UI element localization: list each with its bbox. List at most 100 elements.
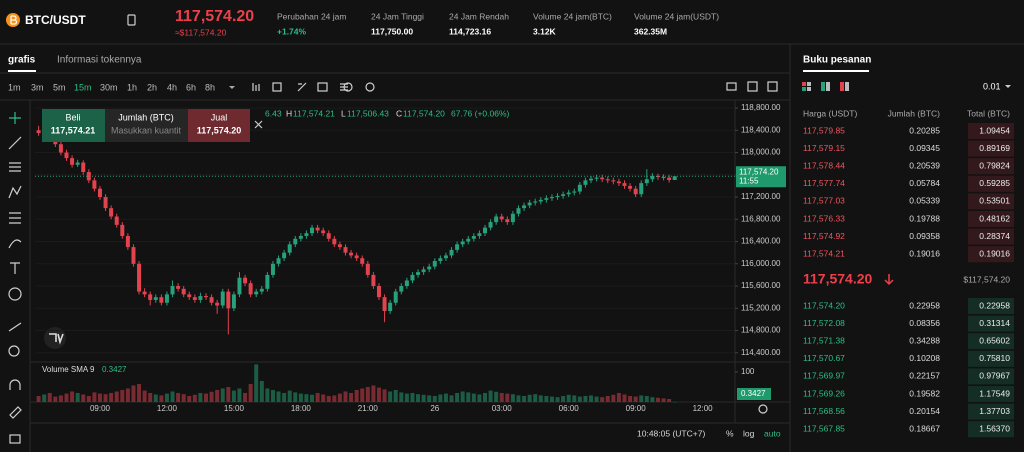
lock-tool[interactable] (9, 434, 21, 444)
crosshair-tool[interactable] (9, 112, 21, 124)
amount: 0.05784 (909, 178, 940, 188)
volume-bar (661, 398, 666, 402)
volume-bar (471, 393, 476, 402)
candle-type-icon[interactable] (252, 83, 260, 91)
total: 0.65602 (979, 335, 1010, 345)
candle-body (527, 202, 532, 206)
price[interactable]: 117,572.08 (803, 318, 845, 328)
close-form[interactable] (254, 120, 263, 129)
auto-toggle[interactable]: auto (764, 428, 781, 438)
view-bids[interactable] (821, 82, 825, 91)
price[interactable]: 117,576.33 (803, 213, 845, 223)
timeframe[interactable]: 1m (8, 82, 21, 92)
price[interactable]: 117,574.20 (803, 300, 845, 310)
tab[interactable]: Informasi tokennya (57, 55, 142, 66)
price[interactable]: 117,574.21 (803, 248, 845, 258)
volume-bar (650, 397, 655, 402)
price[interactable]: 117,577.74 (803, 178, 845, 188)
tab[interactable]: grafis (8, 55, 36, 66)
trendline-tool[interactable] (8, 136, 22, 150)
amount: 0.09358 (909, 231, 940, 241)
candle-body (265, 274, 270, 289)
price[interactable]: 117,569.97 (803, 371, 845, 381)
candle-body (466, 238, 471, 242)
volume-bar (477, 394, 482, 402)
volume-bar (192, 394, 197, 402)
volume-bar (265, 388, 270, 402)
timeframe[interactable]: 15m (74, 82, 92, 92)
zoom-tool[interactable] (8, 345, 20, 357)
tick-size[interactable]: 0.01 (983, 81, 1001, 91)
timeframe[interactable]: 4h (167, 82, 177, 92)
lock-draw-tool[interactable] (9, 406, 22, 419)
y-tick-label: 115,200.00 (741, 303, 781, 312)
favorite-icon[interactable] (127, 14, 136, 26)
volume-bar (628, 395, 633, 402)
timeframe[interactable]: 1h (127, 82, 137, 92)
screenshot-icon[interactable] (365, 82, 375, 92)
ruler-tool[interactable] (8, 322, 22, 332)
price[interactable]: 117,577.03 (803, 196, 845, 206)
price[interactable]: 117,579.15 (803, 143, 845, 153)
timeframe[interactable]: 6h (186, 82, 196, 92)
pattern-tool[interactable] (8, 185, 22, 199)
candle-body (371, 274, 376, 287)
timeframe[interactable]: 2h (147, 82, 157, 92)
symbol[interactable]: BTC/USDT (25, 13, 86, 27)
percent-toggle[interactable]: % (726, 428, 734, 438)
total: 1.09454 (979, 125, 1010, 135)
price[interactable]: 117,568.56 (803, 406, 845, 416)
depth-cell (968, 246, 1014, 263)
candle-body (209, 297, 214, 303)
volume-bar (47, 392, 52, 402)
amount-input[interactable] (105, 109, 188, 142)
price[interactable]: 117,571.38 (803, 335, 845, 345)
last-price-usd: ≈$117,574.20 (175, 27, 227, 37)
amount: 0.08356 (909, 318, 940, 328)
amount: 0.19788 (909, 213, 940, 223)
settings-icon[interactable] (343, 82, 353, 92)
column-header: Jumlah (BTC) (888, 108, 941, 118)
layout-icon[interactable] (317, 82, 328, 92)
projection-tool[interactable] (9, 212, 21, 224)
timeframe[interactable]: 5m (53, 82, 66, 92)
buy-button[interactable] (42, 109, 105, 142)
price[interactable]: 117,570.67 (803, 353, 845, 363)
price[interactable]: 117,574.92 (803, 231, 845, 241)
price[interactable]: 117,569.26 (803, 388, 845, 398)
price[interactable]: 117,567.85 (803, 423, 845, 433)
sell-button[interactable] (188, 109, 250, 142)
candle-body (287, 244, 292, 253)
candle-body (58, 144, 63, 153)
amount: 0.20154 (909, 406, 940, 416)
tick-size-dropdown[interactable] (1005, 85, 1011, 88)
emoji-tool[interactable] (8, 287, 22, 301)
timeframe[interactable]: 8h (205, 82, 215, 92)
axis-settings[interactable] (758, 404, 768, 414)
log-toggle[interactable]: log (743, 428, 755, 438)
timeframe-dropdown[interactable] (229, 86, 235, 89)
view-both[interactable] (802, 82, 806, 86)
fib-tool[interactable] (9, 162, 21, 172)
volume-bar (109, 392, 114, 402)
depth-cell (968, 228, 1014, 245)
candle-body (259, 288, 264, 292)
total: 1.56370 (979, 423, 1010, 433)
drawing-icon[interactable] (297, 82, 307, 92)
indicator-icon[interactable] (272, 82, 282, 92)
volume-bar (605, 395, 610, 402)
fullscreen-icon[interactable] (747, 81, 758, 92)
price[interactable]: 117,578.44 (803, 160, 845, 170)
depth-cell (968, 158, 1014, 175)
brush-tool[interactable] (8, 239, 22, 249)
volume-bar (293, 392, 298, 402)
camera-icon[interactable] (767, 81, 778, 92)
text-tool[interactable] (10, 262, 20, 274)
magnet-tool[interactable] (9, 379, 21, 390)
timeframe[interactable]: 30m (100, 82, 118, 92)
price[interactable]: 117,579.85 (803, 125, 845, 135)
timeframe[interactable]: 3m (31, 82, 44, 92)
candle-body (471, 235, 476, 239)
view-asks[interactable] (840, 82, 844, 91)
chat-icon[interactable] (726, 82, 737, 91)
